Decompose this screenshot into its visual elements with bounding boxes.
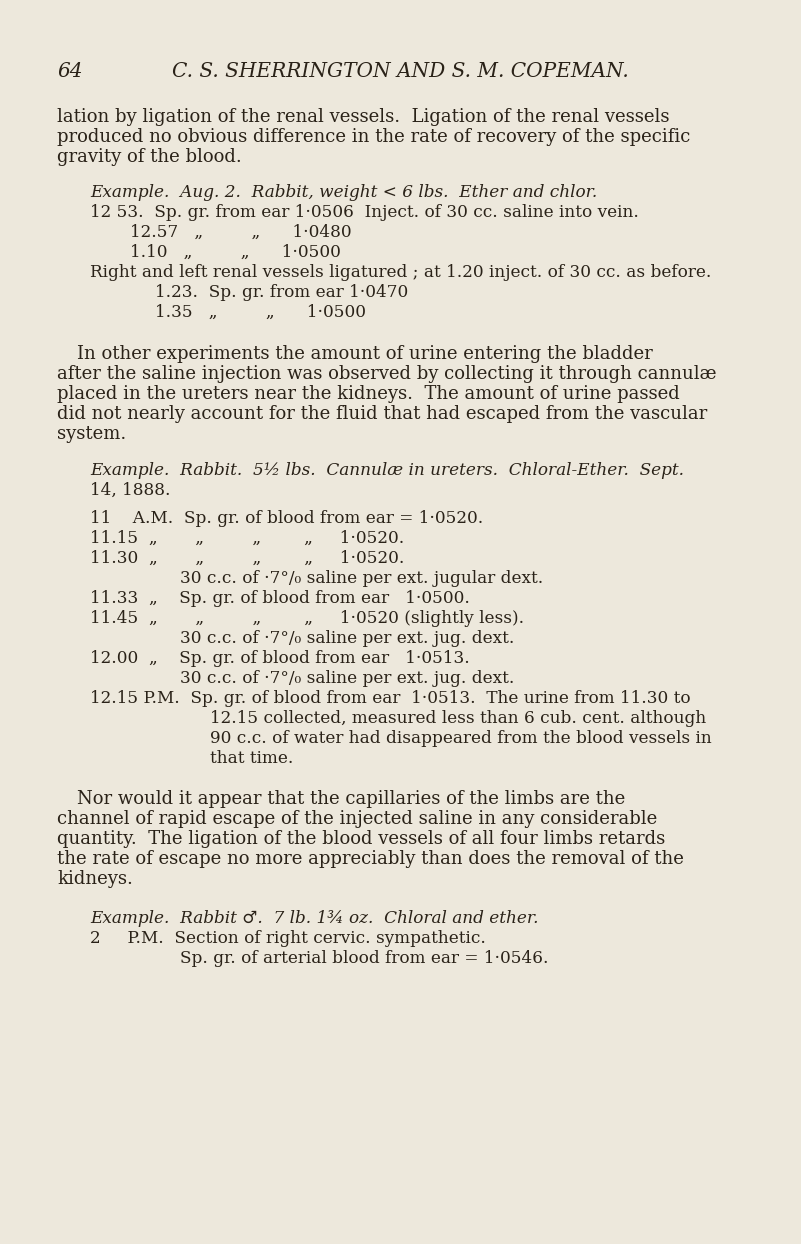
Text: system.: system. [57, 425, 127, 443]
Text: 2     P.M.  Section of right cervic. sympathetic.: 2 P.M. Section of right cervic. sympathe… [90, 931, 486, 947]
Text: 11.45  „       „         „        „     1·0520 (slightly less).: 11.45 „ „ „ „ 1·0520 (slightly less). [90, 610, 524, 627]
Text: 1.23.  Sp. gr. from ear 1·0470: 1.23. Sp. gr. from ear 1·0470 [155, 284, 409, 301]
Text: 30 c.c. of ·7°/₀ saline per ext. jug. dext.: 30 c.c. of ·7°/₀ saline per ext. jug. de… [180, 629, 514, 647]
Text: 14, 1888.: 14, 1888. [90, 481, 171, 499]
Text: Right and left renal vessels ligatured ; at 1.20 inject. of 30 cc. as before.: Right and left renal vessels ligatured ;… [90, 264, 711, 281]
Text: Sp. gr. of arterial blood from ear = 1·0546.: Sp. gr. of arterial blood from ear = 1·0… [180, 950, 549, 967]
Text: 11.15  „       „         „        „     1·0520.: 11.15 „ „ „ „ 1·0520. [90, 530, 405, 547]
Text: placed in the ureters near the kidneys.  The amount of urine passed: placed in the ureters near the kidneys. … [57, 384, 680, 403]
Text: Nor would it appear that the capillaries of the limbs are the: Nor would it appear that the capillaries… [77, 790, 626, 809]
Text: 12.00  „    Sp. gr. of blood from ear   1·0513.: 12.00 „ Sp. gr. of blood from ear 1·0513… [90, 651, 469, 667]
Text: In other experiments the amount of urine entering the bladder: In other experiments the amount of urine… [77, 345, 653, 363]
Text: 30 c.c. of ·7°/₀ saline per ext. jug. dext.: 30 c.c. of ·7°/₀ saline per ext. jug. de… [180, 671, 514, 687]
Text: 11.33  „    Sp. gr. of blood from ear   1·0500.: 11.33 „ Sp. gr. of blood from ear 1·0500… [90, 590, 470, 607]
Text: 1.35   „         „      1·0500: 1.35 „ „ 1·0500 [155, 304, 366, 321]
Text: lation by ligation of the renal vessels.  Ligation of the renal vessels: lation by ligation of the renal vessels.… [57, 108, 670, 126]
Text: C. S. SHERRINGTON AND S. M. COPEMAN.: C. S. SHERRINGTON AND S. M. COPEMAN. [171, 62, 628, 81]
Text: 1.10   „         „      1·0500: 1.10 „ „ 1·0500 [130, 244, 341, 261]
Text: Example.  Rabbit.  5½ lbs.  Cannulæ in ureters.  Chloral-Ether.  Sept.: Example. Rabbit. 5½ lbs. Cannulæ in uret… [90, 462, 684, 479]
Text: the rate of escape no more appreciably than does the removal of the: the rate of escape no more appreciably t… [57, 850, 684, 868]
Text: 12.15 P.M.  Sp. gr. of blood from ear  1·0513.  The urine from 11.30 to: 12.15 P.M. Sp. gr. of blood from ear 1·0… [90, 690, 690, 707]
Text: that time.: that time. [210, 750, 293, 768]
Text: Example.  Aug. 2.  Rabbit, weight < 6 lbs.  Ether and chlor.: Example. Aug. 2. Rabbit, weight < 6 lbs.… [90, 184, 598, 202]
Text: did not nearly account for the fluid that had escaped from the vascular: did not nearly account for the fluid tha… [57, 406, 707, 423]
Text: gravity of the blood.: gravity of the blood. [57, 148, 242, 165]
Text: 12.15 collected, measured less than 6 cub. cent. although: 12.15 collected, measured less than 6 cu… [210, 710, 706, 726]
Text: after the saline injection was observed by collecting it through cannulæ: after the saline injection was observed … [57, 364, 717, 383]
Text: 64: 64 [57, 62, 83, 81]
Text: channel of rapid escape of the injected saline in any considerable: channel of rapid escape of the injected … [57, 810, 658, 829]
Text: produced no obvious difference in the rate of recovery of the specific: produced no obvious difference in the ra… [57, 128, 690, 146]
Text: kidneys.: kidneys. [57, 870, 133, 888]
Text: quantity.  The ligation of the blood vessels of all four limbs retards: quantity. The ligation of the blood vess… [57, 830, 666, 848]
Text: 11.30  „       „         „        „     1·0520.: 11.30 „ „ „ „ 1·0520. [90, 550, 405, 567]
Text: 90 c.c. of water had disappeared from the blood vessels in: 90 c.c. of water had disappeared from th… [210, 730, 712, 746]
Text: 30 c.c. of ·7°/₀ saline per ext. jugular dext.: 30 c.c. of ·7°/₀ saline per ext. jugular… [180, 570, 543, 587]
Text: 11    A.M.  Sp. gr. of blood from ear = 1·0520.: 11 A.M. Sp. gr. of blood from ear = 1·05… [90, 510, 483, 527]
Text: 12.57   „         „      1·0480: 12.57 „ „ 1·0480 [130, 224, 352, 241]
Text: 12 53.  Sp. gr. from ear 1·0506  Inject. of 30 cc. saline into vein.: 12 53. Sp. gr. from ear 1·0506 Inject. o… [90, 204, 639, 221]
Text: Example.  Rabbit ♂.  7 lb. 1¾ oz.  Chloral and ether.: Example. Rabbit ♂. 7 lb. 1¾ oz. Chloral … [90, 911, 538, 927]
